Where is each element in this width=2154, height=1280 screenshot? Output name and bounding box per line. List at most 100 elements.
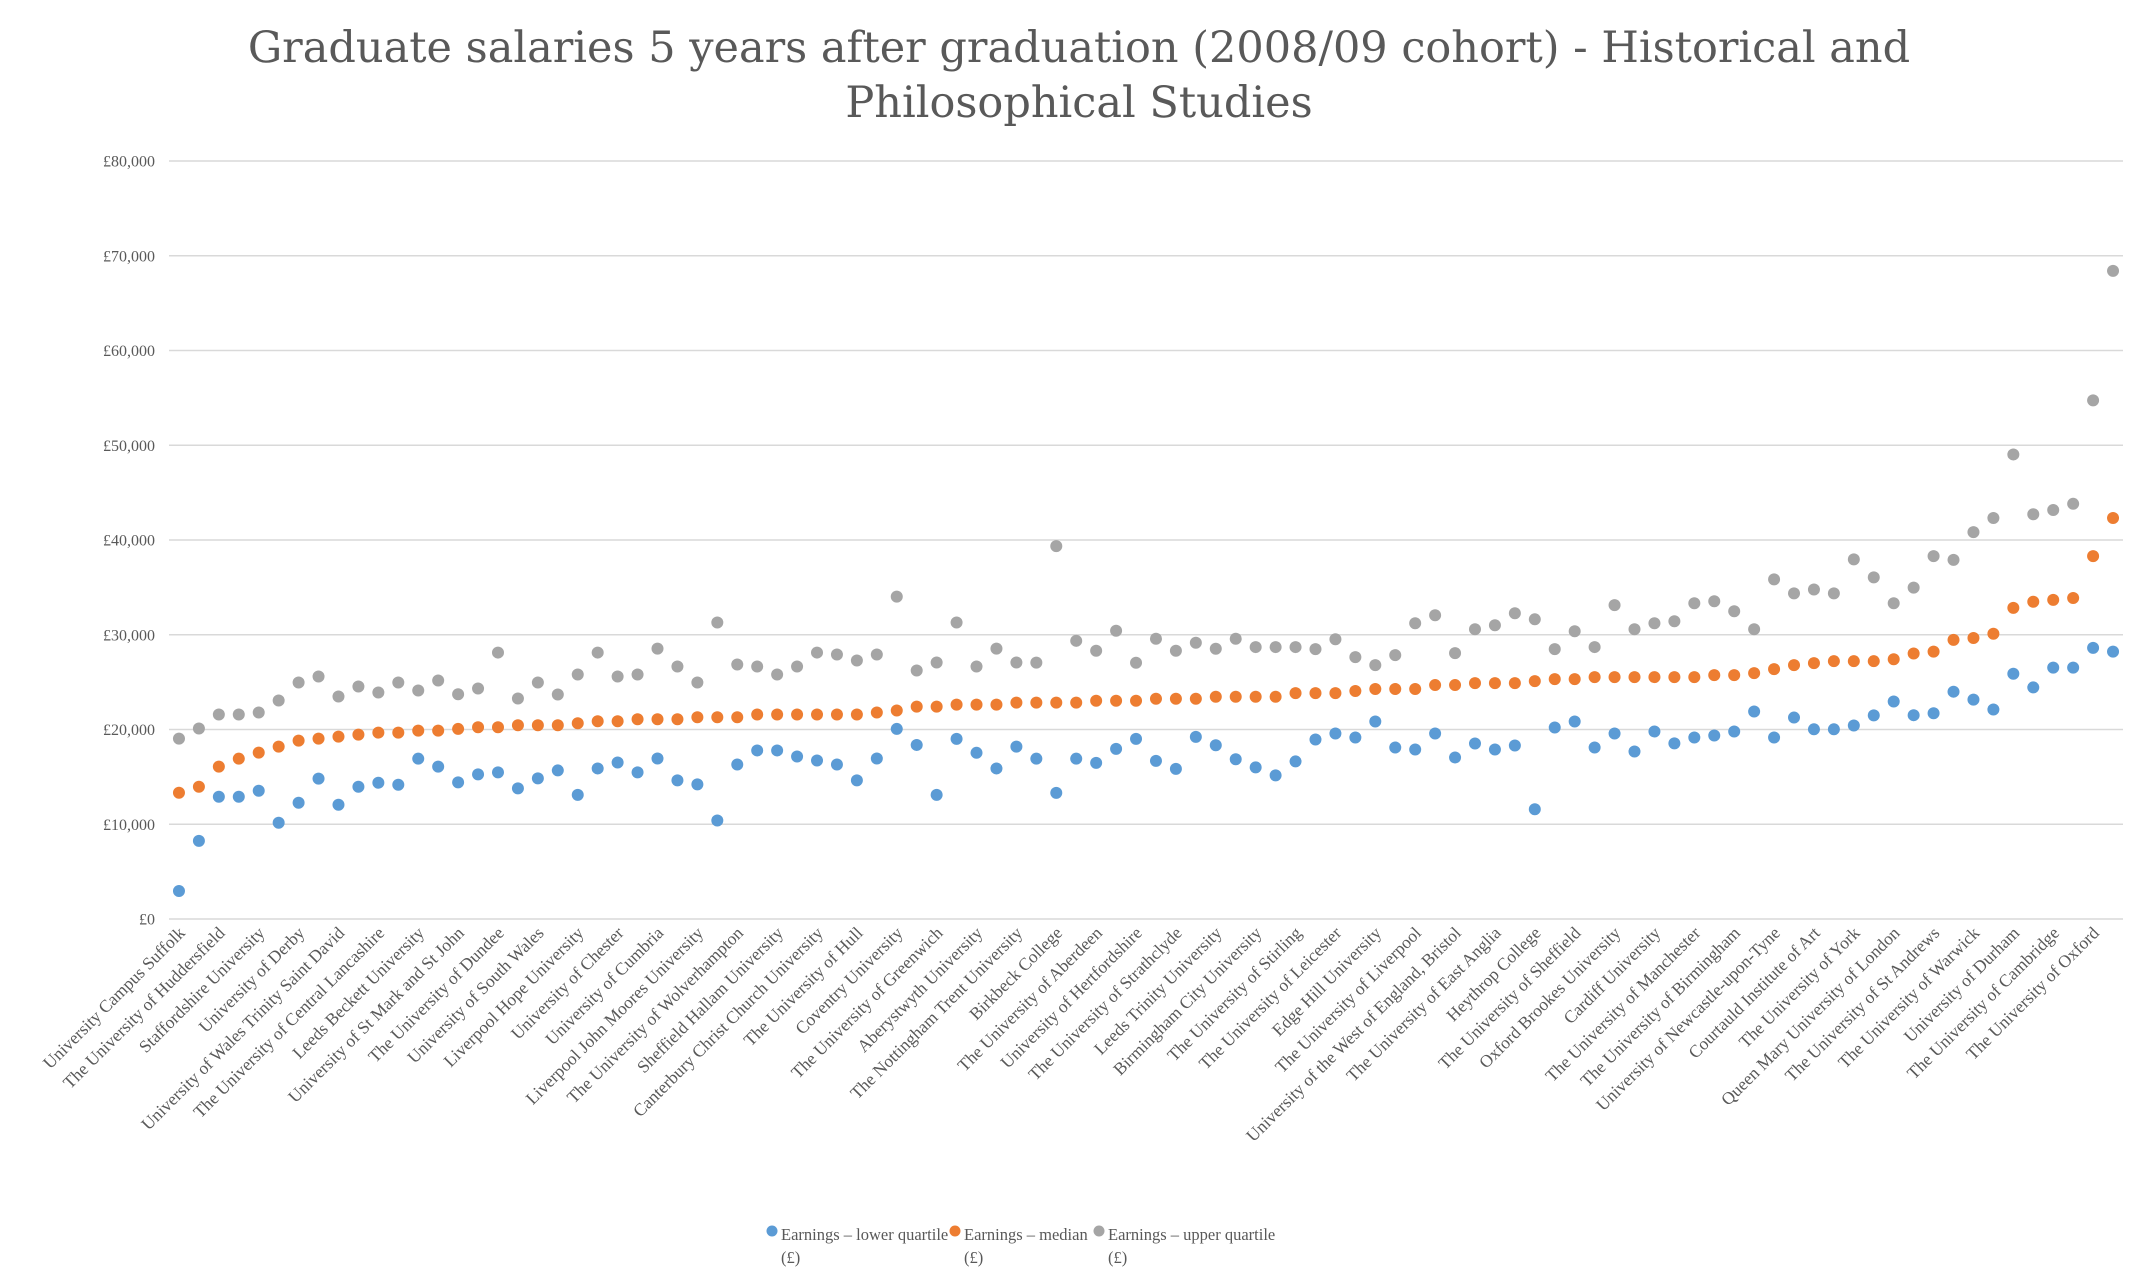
data-point-lower-quartile[interactable] xyxy=(312,772,325,785)
data-point-upper-quartile[interactable] xyxy=(1788,587,1801,600)
data-point-lower-quartile[interactable] xyxy=(1130,732,1143,745)
data-point-median[interactable] xyxy=(1070,696,1083,709)
data-point-lower-quartile[interactable] xyxy=(1329,727,1342,740)
data-point-median[interactable] xyxy=(1309,687,1322,700)
data-point-lower-quartile[interactable] xyxy=(172,884,185,897)
data-point-lower-quartile[interactable] xyxy=(1349,731,1362,744)
data-point-median[interactable] xyxy=(1209,690,1222,703)
data-point-median[interactable] xyxy=(2007,601,2020,614)
data-point-lower-quartile[interactable] xyxy=(1768,731,1781,744)
data-point-upper-quartile[interactable] xyxy=(791,660,804,673)
data-point-median[interactable] xyxy=(1528,675,1541,688)
data-point-lower-quartile[interactable] xyxy=(192,834,205,847)
data-point-upper-quartile[interactable] xyxy=(312,670,325,683)
data-point-lower-quartile[interactable] xyxy=(811,754,824,767)
data-point-lower-quartile[interactable] xyxy=(870,752,883,765)
data-point-upper-quartile[interactable] xyxy=(1967,526,1980,539)
data-point-upper-quartile[interactable] xyxy=(731,658,744,671)
data-point-upper-quartile[interactable] xyxy=(1927,550,1940,563)
data-point-upper-quartile[interactable] xyxy=(1010,656,1023,669)
data-point-lower-quartile[interactable] xyxy=(1488,743,1501,756)
data-point-upper-quartile[interactable] xyxy=(1169,644,1182,657)
data-point-upper-quartile[interactable] xyxy=(212,708,225,721)
data-point-median[interactable] xyxy=(232,752,245,765)
data-point-median[interactable] xyxy=(1508,677,1521,690)
data-point-median[interactable] xyxy=(1429,679,1442,692)
data-point-lower-quartile[interactable] xyxy=(631,766,644,779)
data-point-lower-quartile[interactable] xyxy=(990,762,1003,775)
data-point-upper-quartile[interactable] xyxy=(1608,599,1621,612)
data-point-upper-quartile[interactable] xyxy=(2067,497,2080,510)
data-point-lower-quartile[interactable] xyxy=(1608,727,1621,740)
data-point-upper-quartile[interactable] xyxy=(950,616,963,629)
data-point-lower-quartile[interactable] xyxy=(551,764,564,777)
data-point-upper-quartile[interactable] xyxy=(1887,597,1900,610)
data-point-upper-quartile[interactable] xyxy=(1209,642,1222,655)
data-point-median[interactable] xyxy=(2047,593,2060,606)
data-point-median[interactable] xyxy=(1169,692,1182,705)
data-point-lower-quartile[interactable] xyxy=(412,752,425,765)
data-point-upper-quartile[interactable] xyxy=(890,590,903,603)
data-point-upper-quartile[interactable] xyxy=(1807,583,1820,596)
data-point-median[interactable] xyxy=(1967,631,1980,644)
data-point-median[interactable] xyxy=(711,711,724,724)
data-point-median[interactable] xyxy=(1987,627,2000,640)
data-point-median[interactable] xyxy=(292,734,305,747)
data-point-lower-quartile[interactable] xyxy=(1389,741,1402,754)
data-point-upper-quartile[interactable] xyxy=(392,676,405,689)
data-point-upper-quartile[interactable] xyxy=(591,646,604,659)
data-point-upper-quartile[interactable] xyxy=(2107,264,2120,277)
data-point-upper-quartile[interactable] xyxy=(1768,573,1781,586)
data-point-upper-quartile[interactable] xyxy=(2027,508,2040,521)
data-point-lower-quartile[interactable] xyxy=(232,790,245,803)
data-point-upper-quartile[interactable] xyxy=(1369,659,1382,672)
data-point-lower-quartile[interactable] xyxy=(1030,752,1043,765)
data-point-upper-quartile[interactable] xyxy=(1309,643,1322,656)
data-point-upper-quartile[interactable] xyxy=(1189,636,1202,649)
data-point-median[interactable] xyxy=(950,698,963,711)
data-point-median[interactable] xyxy=(1788,659,1801,672)
data-point-median[interactable] xyxy=(731,711,744,724)
data-point-median[interactable] xyxy=(352,728,365,741)
data-point-upper-quartile[interactable] xyxy=(332,690,345,703)
data-point-median[interactable] xyxy=(491,721,504,734)
data-point-lower-quartile[interactable] xyxy=(1628,745,1641,758)
data-point-upper-quartile[interactable] xyxy=(1130,656,1143,669)
data-point-median[interactable] xyxy=(392,726,405,739)
data-point-median[interactable] xyxy=(1847,655,1860,668)
data-point-upper-quartile[interactable] xyxy=(711,616,724,629)
data-point-upper-quartile[interactable] xyxy=(1409,617,1422,630)
data-point-median[interactable] xyxy=(811,708,824,721)
data-point-median[interactable] xyxy=(1588,671,1601,684)
data-point-upper-quartile[interactable] xyxy=(412,684,425,697)
data-point-upper-quartile[interactable] xyxy=(1488,619,1501,632)
data-point-lower-quartile[interactable] xyxy=(1229,753,1242,766)
data-point-median[interactable] xyxy=(1409,683,1422,696)
data-point-upper-quartile[interactable] xyxy=(1229,632,1242,645)
data-point-upper-quartile[interactable] xyxy=(1070,634,1083,647)
data-point-median[interactable] xyxy=(850,708,863,721)
data-point-lower-quartile[interactable] xyxy=(731,758,744,771)
data-point-upper-quartile[interactable] xyxy=(1449,647,1462,660)
data-point-median[interactable] xyxy=(1688,671,1701,684)
data-point-upper-quartile[interactable] xyxy=(232,708,245,721)
data-point-median[interactable] xyxy=(372,726,385,739)
data-point-upper-quartile[interactable] xyxy=(1668,615,1681,628)
data-point-lower-quartile[interactable] xyxy=(212,790,225,803)
data-point-lower-quartile[interactable] xyxy=(751,744,764,757)
data-point-median[interactable] xyxy=(1349,685,1362,698)
data-point-lower-quartile[interactable] xyxy=(890,722,903,735)
data-point-median[interactable] xyxy=(272,740,285,753)
data-point-lower-quartile[interactable] xyxy=(332,798,345,811)
data-point-lower-quartile[interactable] xyxy=(1468,737,1481,750)
data-point-upper-quartile[interactable] xyxy=(651,642,664,655)
data-point-upper-quartile[interactable] xyxy=(1110,624,1123,637)
data-point-lower-quartile[interactable] xyxy=(930,788,943,801)
data-point-lower-quartile[interactable] xyxy=(1189,730,1202,743)
data-point-upper-quartile[interactable] xyxy=(491,646,504,659)
data-point-lower-quartile[interactable] xyxy=(272,816,285,829)
data-point-lower-quartile[interactable] xyxy=(1050,786,1063,799)
data-point-upper-quartile[interactable] xyxy=(771,668,784,681)
data-point-lower-quartile[interactable] xyxy=(1528,803,1541,816)
data-point-upper-quartile[interactable] xyxy=(1628,623,1641,636)
